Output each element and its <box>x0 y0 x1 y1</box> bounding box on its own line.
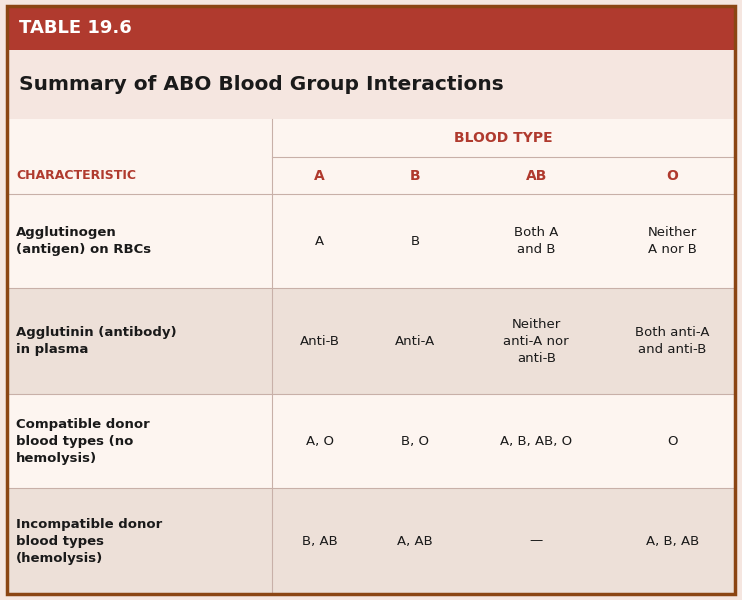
FancyBboxPatch shape <box>7 6 735 50</box>
Text: B: B <box>410 235 420 248</box>
Text: Anti-A: Anti-A <box>395 335 436 347</box>
Text: TABLE 19.6: TABLE 19.6 <box>19 19 131 37</box>
Text: A, AB: A, AB <box>397 535 433 548</box>
Text: A, O: A, O <box>306 434 334 448</box>
Text: O: O <box>667 434 677 448</box>
FancyBboxPatch shape <box>7 194 735 288</box>
Text: Agglutinin (antibody)
in plasma: Agglutinin (antibody) in plasma <box>16 326 177 356</box>
Text: —: — <box>530 535 543 548</box>
Text: A, B, AB, O: A, B, AB, O <box>500 434 572 448</box>
Text: BLOOD TYPE: BLOOD TYPE <box>454 131 553 145</box>
FancyBboxPatch shape <box>7 488 735 594</box>
Text: CHARACTERISTIC: CHARACTERISTIC <box>16 169 137 182</box>
FancyBboxPatch shape <box>7 394 735 488</box>
Text: Both A
and B: Both A and B <box>514 226 559 256</box>
FancyBboxPatch shape <box>7 288 735 394</box>
FancyBboxPatch shape <box>7 119 735 157</box>
Text: Neither
anti-A nor
anti-B: Neither anti-A nor anti-B <box>504 317 569 365</box>
FancyBboxPatch shape <box>7 157 735 194</box>
Text: Incompatible donor
blood types
(hemolysis): Incompatible donor blood types (hemolysi… <box>16 518 162 565</box>
Text: B, AB: B, AB <box>302 535 338 548</box>
Text: B: B <box>410 169 421 182</box>
Text: A, B, AB: A, B, AB <box>646 535 699 548</box>
Text: Summary of ABO Blood Group Interactions: Summary of ABO Blood Group Interactions <box>19 75 503 94</box>
Text: Anti-B: Anti-B <box>300 335 340 347</box>
FancyBboxPatch shape <box>7 50 735 119</box>
Text: AB: AB <box>525 169 547 182</box>
Text: Both anti-A
and anti-B: Both anti-A and anti-B <box>635 326 709 356</box>
Text: Compatible donor
blood types (no
hemolysis): Compatible donor blood types (no hemolys… <box>16 418 150 464</box>
Text: Neither
A nor B: Neither A nor B <box>648 226 697 256</box>
Text: A: A <box>315 235 324 248</box>
Text: B, O: B, O <box>401 434 429 448</box>
Text: Agglutinogen
(antigen) on RBCs: Agglutinogen (antigen) on RBCs <box>16 226 151 256</box>
Text: O: O <box>666 169 678 182</box>
Text: A: A <box>314 169 325 182</box>
